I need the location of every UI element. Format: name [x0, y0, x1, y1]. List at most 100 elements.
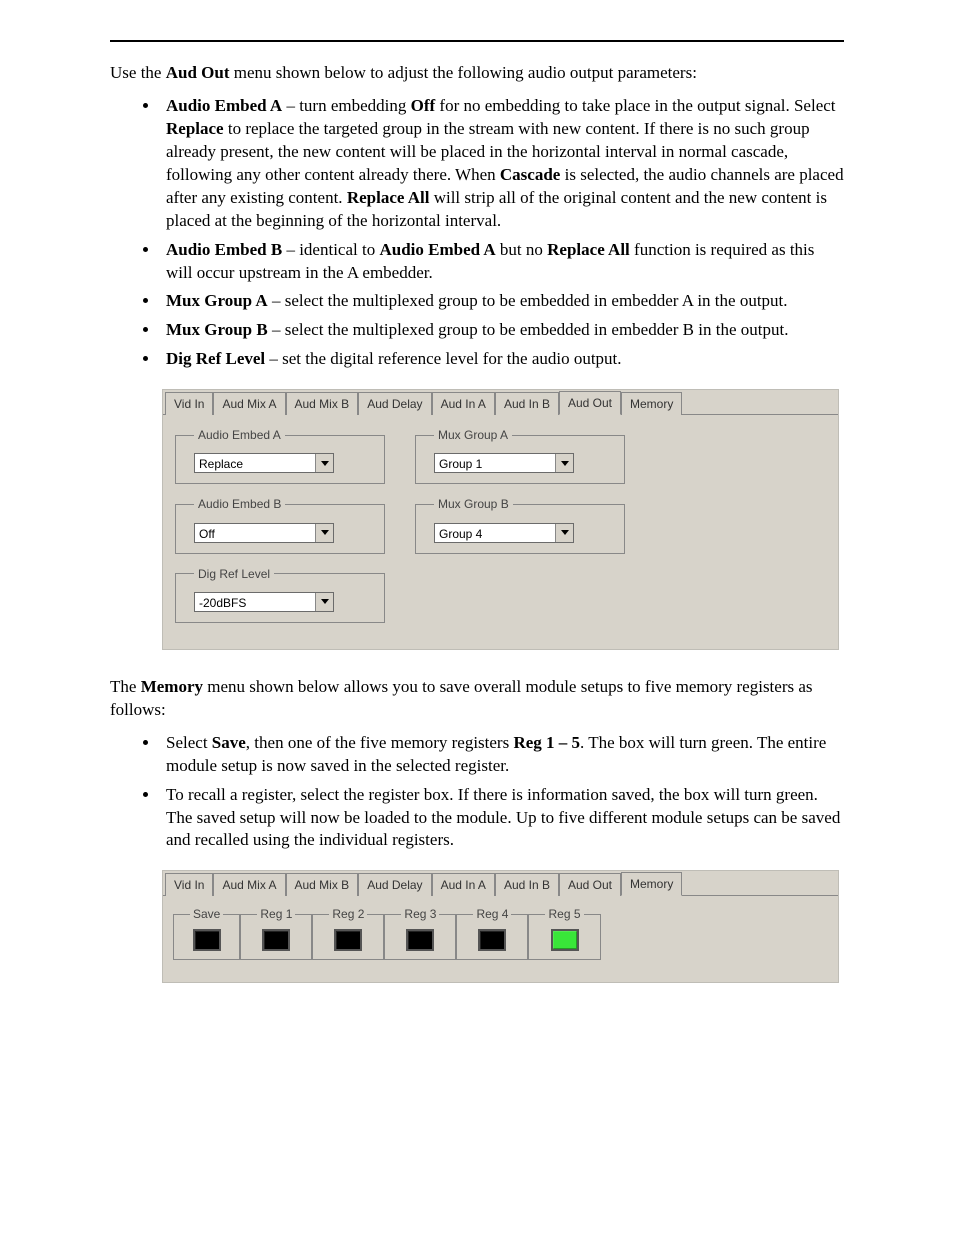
tab-memory[interactable]: Memory	[621, 392, 682, 415]
group-mux-group-b: Mux Group B Group 4	[415, 496, 625, 553]
list-item: Audio Embed B – identical to Audio Embed…	[160, 239, 844, 285]
tab-vidin[interactable]: Vid In	[165, 873, 213, 896]
tab-auddelay[interactable]: Aud Delay	[358, 873, 431, 896]
panel-body: Audio Embed A Replace Mux Group A Group …	[163, 415, 838, 649]
memory-list: Select Save, then one of the five memory…	[110, 732, 844, 853]
bold: Off	[411, 96, 436, 115]
text: – select the multiplexed group to be emb…	[268, 320, 789, 339]
memory-paragraph: The Memory menu shown below allows you t…	[110, 676, 844, 722]
combo-mux-group-a[interactable]: Group 1	[434, 453, 574, 473]
bold: Replace	[166, 119, 224, 138]
group-audio-embed-a: Audio Embed A Replace	[175, 427, 385, 484]
swatch	[262, 929, 290, 951]
legend: Reg 1	[257, 906, 295, 922]
legend: Reg 2	[329, 906, 367, 922]
text: for no embedding to take place in the ou…	[435, 96, 835, 115]
text: Use the	[110, 63, 166, 82]
tab-audina[interactable]: Aud In A	[432, 873, 495, 896]
text: – set the digital reference level for th…	[265, 349, 621, 368]
tab-auddelay[interactable]: Aud Delay	[358, 392, 431, 415]
list-item: Audio Embed A – turn embedding Off for n…	[160, 95, 844, 233]
tab-audout[interactable]: Aud Out	[559, 391, 621, 415]
legend: Save	[190, 906, 223, 922]
text: To recall a register, select the registe…	[166, 785, 840, 850]
text: – identical to	[282, 240, 379, 259]
register-save[interactable]: Save	[173, 906, 240, 959]
bold: Audio Embed A	[166, 96, 282, 115]
bold: Dig Ref Level	[166, 349, 265, 368]
register-3[interactable]: Reg 3	[384, 906, 456, 959]
tab-audina[interactable]: Aud In A	[432, 392, 495, 415]
tab-strip: Vid In Aud Mix A Aud Mix B Aud Delay Aud…	[163, 390, 838, 415]
chevron-down-icon[interactable]	[555, 524, 573, 542]
swatch	[478, 929, 506, 951]
combo-audio-embed-a[interactable]: Replace	[194, 453, 334, 473]
register-2[interactable]: Reg 2	[312, 906, 384, 959]
text: The	[110, 677, 141, 696]
tab-strip: Vid In Aud Mix A Aud Mix B Aud Delay Aud…	[163, 871, 838, 896]
legend: Audio Embed B	[194, 496, 285, 512]
text: – turn embedding	[282, 96, 410, 115]
chevron-down-icon[interactable]	[315, 524, 333, 542]
swatch	[406, 929, 434, 951]
register-1[interactable]: Reg 1	[240, 906, 312, 959]
text: Select	[166, 733, 212, 752]
bold: Replace All	[547, 240, 630, 259]
bold: Memory	[141, 677, 203, 696]
bold: Audio Embed B	[166, 240, 282, 259]
tab-audmixb[interactable]: Aud Mix B	[286, 873, 359, 896]
intro-paragraph: Use the Aud Out menu shown below to adju…	[110, 62, 844, 85]
tab-audinb[interactable]: Aud In B	[495, 392, 559, 415]
chevron-down-icon[interactable]	[555, 454, 573, 472]
list-item: Mux Group B – select the multiplexed gro…	[160, 319, 844, 342]
tab-audout[interactable]: Aud Out	[559, 873, 621, 896]
register-4[interactable]: Reg 4	[456, 906, 528, 959]
legend: Reg 4	[473, 906, 511, 922]
list-item: To recall a register, select the registe…	[160, 784, 844, 853]
memory-panel: Vid In Aud Mix A Aud Mix B Aud Delay Aud…	[162, 870, 839, 982]
register-5[interactable]: Reg 5	[528, 906, 600, 959]
list-item: Mux Group A – select the multiplexed gro…	[160, 290, 844, 313]
legend: Mux Group B	[434, 496, 513, 512]
bold: Save	[212, 733, 246, 752]
combo-value: Replace	[195, 454, 315, 472]
bold: Reg 1 – 5	[513, 733, 580, 752]
group-audio-embed-b: Audio Embed B Off	[175, 496, 385, 553]
parameter-list: Audio Embed A – turn embedding Off for n…	[110, 95, 844, 371]
combo-value: Group 4	[435, 524, 555, 542]
swatch	[334, 929, 362, 951]
bold: Aud Out	[166, 63, 230, 82]
swatch	[193, 929, 221, 951]
tab-audmixb[interactable]: Aud Mix B	[286, 392, 359, 415]
bold: Mux Group A	[166, 291, 268, 310]
text: menu shown below to adjust the following…	[230, 63, 697, 82]
list-item: Dig Ref Level – set the digital referenc…	[160, 348, 844, 371]
horizontal-rule	[110, 40, 844, 42]
combo-value: Off	[195, 524, 315, 542]
combo-value: Group 1	[435, 454, 555, 472]
bold: Replace All	[347, 188, 430, 207]
tab-audmixa[interactable]: Aud Mix A	[213, 392, 285, 415]
combo-value: -20dBFS	[195, 593, 315, 611]
combo-dig-ref-level[interactable]: -20dBFS	[194, 592, 334, 612]
tab-audinb[interactable]: Aud In B	[495, 873, 559, 896]
tab-vidin[interactable]: Vid In	[165, 392, 213, 415]
chevron-down-icon[interactable]	[315, 454, 333, 472]
bold: Audio Embed A	[379, 240, 495, 259]
tab-audmixa[interactable]: Aud Mix A	[213, 873, 285, 896]
tab-memory[interactable]: Memory	[621, 872, 682, 896]
chevron-down-icon[interactable]	[315, 593, 333, 611]
register-row: Save Reg 1 Reg 2 Reg 3 Reg 4 Reg 5	[163, 896, 838, 981]
bold: Cascade	[500, 165, 560, 184]
swatch	[551, 929, 579, 951]
audout-panel: Vid In Aud Mix A Aud Mix B Aud Delay Aud…	[162, 389, 839, 650]
combo-audio-embed-b[interactable]: Off	[194, 523, 334, 543]
combo-mux-group-b[interactable]: Group 4	[434, 523, 574, 543]
text: menu shown below allows you to save over…	[110, 677, 813, 719]
text: , then one of the five memory registers	[246, 733, 514, 752]
legend: Reg 3	[401, 906, 439, 922]
group-dig-ref-level: Dig Ref Level -20dBFS	[175, 566, 385, 623]
legend: Dig Ref Level	[194, 566, 274, 582]
text: – select the multiplexed group to be emb…	[268, 291, 788, 310]
legend: Mux Group A	[434, 427, 512, 443]
